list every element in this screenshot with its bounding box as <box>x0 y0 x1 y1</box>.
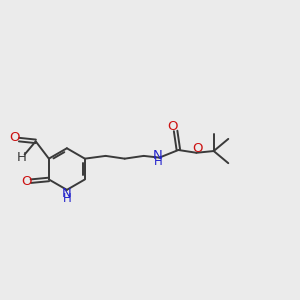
Text: N: N <box>153 149 163 162</box>
Text: O: O <box>167 120 177 133</box>
Text: N: N <box>62 187 72 200</box>
Text: H: H <box>17 152 27 164</box>
Text: O: O <box>21 175 31 188</box>
Text: H: H <box>154 154 162 168</box>
Text: H: H <box>62 192 71 205</box>
Text: O: O <box>9 131 20 144</box>
Text: O: O <box>192 142 203 155</box>
